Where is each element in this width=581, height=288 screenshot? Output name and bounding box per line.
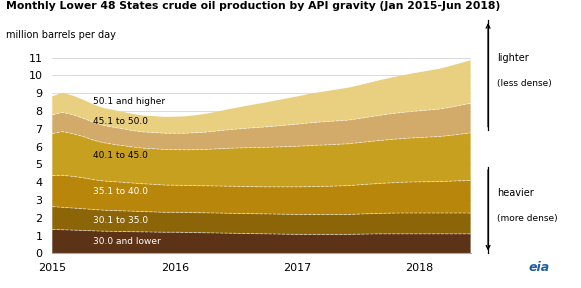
Text: million barrels per day: million barrels per day [6,30,116,40]
Text: 40.1 to 45.0: 40.1 to 45.0 [93,151,148,160]
Text: lighter: lighter [497,53,529,62]
Text: (more dense): (more dense) [497,214,557,223]
Text: 50.1 and higher: 50.1 and higher [93,97,165,106]
Text: 30.1 to 35.0: 30.1 to 35.0 [93,216,148,225]
Text: 30.0 and lower: 30.0 and lower [93,237,161,246]
Text: 35.1 to 40.0: 35.1 to 40.0 [93,187,148,196]
Text: eia: eia [529,261,550,274]
Text: (less dense): (less dense) [497,79,551,88]
Text: heavier: heavier [497,188,533,198]
Text: 45.1 to 50.0: 45.1 to 50.0 [93,117,148,126]
Text: Monthly Lower 48 States crude oil production by API gravity (Jan 2015-Jun 2018): Monthly Lower 48 States crude oil produc… [6,1,500,12]
